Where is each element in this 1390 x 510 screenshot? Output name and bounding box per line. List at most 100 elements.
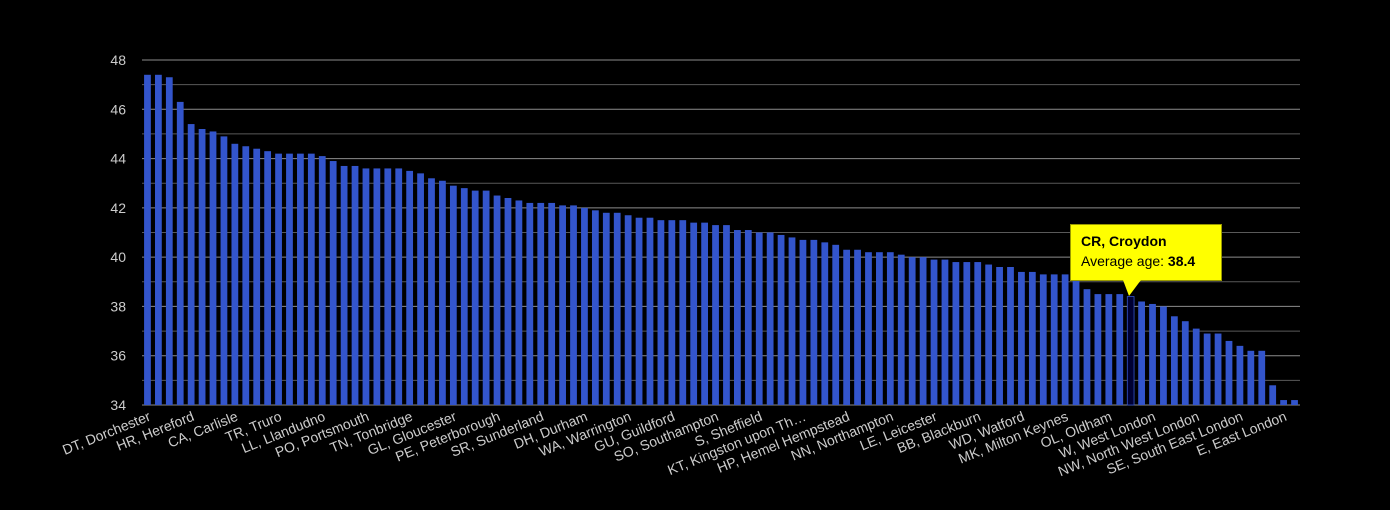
bar[interactable] [843, 249, 851, 405]
bar[interactable] [384, 168, 392, 405]
bar[interactable] [373, 168, 381, 405]
bar[interactable] [329, 161, 337, 405]
bar[interactable] [1269, 385, 1277, 405]
bar[interactable] [395, 168, 403, 405]
bar[interactable] [1236, 345, 1244, 405]
bar[interactable] [1170, 316, 1178, 405]
bar[interactable] [570, 205, 577, 405]
bar[interactable] [253, 148, 261, 405]
bar[interactable] [952, 262, 960, 405]
bar[interactable] [712, 225, 719, 405]
bar[interactable] [974, 262, 982, 405]
bar[interactable] [439, 180, 446, 405]
bar[interactable] [1061, 274, 1069, 405]
bar[interactable] [624, 215, 632, 405]
bar[interactable] [1138, 301, 1145, 406]
bar[interactable] [1018, 271, 1025, 405]
bar[interactable] [897, 254, 905, 405]
bar[interactable] [548, 202, 556, 405]
bar[interactable] [908, 257, 916, 405]
bar[interactable] [1083, 289, 1091, 405]
bar[interactable] [1050, 274, 1058, 405]
bar[interactable] [734, 230, 741, 405]
bar[interactable] [755, 232, 763, 406]
bar[interactable] [1214, 333, 1222, 405]
bar[interactable] [996, 267, 1003, 405]
bar[interactable] [646, 217, 654, 405]
bar[interactable] [220, 136, 228, 405]
bar[interactable] [690, 222, 698, 405]
bar[interactable] [187, 124, 195, 405]
bar[interactable] [318, 156, 326, 405]
bar[interactable] [591, 210, 599, 405]
bar[interactable] [165, 77, 173, 405]
bar[interactable] [657, 220, 665, 405]
bar[interactable] [788, 237, 796, 405]
bar[interactable] [1116, 294, 1124, 405]
bar[interactable] [231, 143, 239, 406]
bar[interactable] [963, 262, 971, 405]
bar[interactable] [1007, 267, 1014, 405]
bar[interactable] [264, 151, 272, 405]
bar[interactable] [493, 195, 501, 405]
bar[interactable] [876, 252, 883, 405]
bar[interactable] [209, 131, 217, 405]
bar[interactable] [406, 170, 414, 405]
bar[interactable] [854, 249, 861, 405]
bar[interactable] [1203, 333, 1211, 405]
bar[interactable] [919, 257, 927, 405]
bar[interactable] [930, 259, 938, 405]
bar[interactable] [351, 165, 359, 405]
bar[interactable] [242, 146, 250, 405]
bar[interactable] [1028, 271, 1036, 405]
bar[interactable] [1192, 328, 1200, 405]
bar[interactable] [307, 153, 315, 405]
bar[interactable] [766, 232, 774, 406]
bar[interactable] [1072, 276, 1080, 405]
bar[interactable] [144, 74, 151, 405]
bar[interactable] [1258, 350, 1266, 405]
bar[interactable] [1181, 321, 1189, 405]
bar[interactable] [744, 230, 752, 405]
bar[interactable] [428, 178, 435, 405]
bar[interactable] [1105, 294, 1113, 405]
bar[interactable] [526, 202, 534, 405]
bar[interactable] [515, 200, 523, 405]
bar[interactable] [340, 165, 348, 405]
bar[interactable] [198, 129, 206, 405]
bar[interactable] [799, 239, 807, 405]
bar[interactable] [449, 185, 457, 405]
bar[interactable] [985, 264, 993, 405]
bar-highlighted[interactable] [1126, 296, 1135, 406]
bar[interactable] [832, 244, 840, 405]
bar[interactable] [1291, 400, 1298, 405]
bar[interactable] [810, 239, 818, 405]
bar[interactable] [679, 220, 687, 405]
bar[interactable] [482, 190, 490, 405]
bar[interactable] [777, 234, 785, 405]
bar[interactable] [1039, 274, 1047, 405]
bar[interactable] [155, 74, 162, 405]
bar[interactable] [286, 153, 293, 405]
bar[interactable] [941, 259, 949, 405]
bar[interactable] [821, 242, 829, 405]
bar[interactable] [176, 101, 184, 405]
bar[interactable] [581, 207, 588, 405]
bar[interactable] [1094, 294, 1102, 405]
bar[interactable] [504, 198, 512, 405]
bar[interactable] [1280, 400, 1287, 405]
bar[interactable] [471, 190, 479, 405]
bar[interactable] [886, 252, 894, 405]
bar[interactable] [723, 225, 730, 405]
bar[interactable] [865, 252, 872, 405]
bars[interactable] [144, 74, 1298, 406]
bar[interactable] [1225, 340, 1233, 405]
bar[interactable] [275, 153, 282, 405]
bar[interactable] [602, 212, 610, 405]
bar[interactable] [1160, 306, 1167, 405]
bar[interactable] [537, 202, 545, 405]
bar[interactable] [297, 153, 304, 405]
bar[interactable] [668, 220, 676, 405]
bar[interactable] [613, 212, 621, 405]
bar[interactable] [1149, 303, 1156, 405]
